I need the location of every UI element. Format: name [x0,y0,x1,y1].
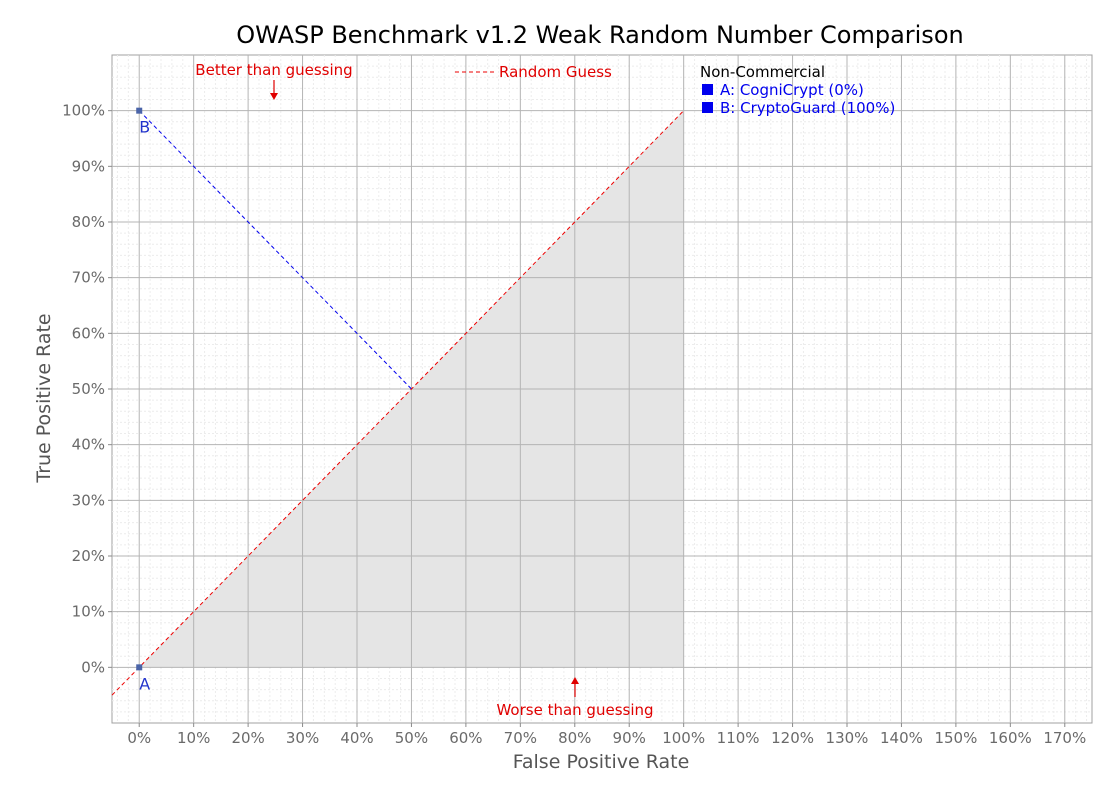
up-arrow-icon [571,677,579,697]
x-tick-label: 90% [613,729,646,747]
y-tick-label: 0% [81,658,105,676]
x-tick-label: 50% [395,729,428,747]
y-tick-label: 60% [72,324,105,342]
data-point-b [136,107,143,114]
data-point-a [136,664,143,671]
major-grid [112,55,1092,723]
down-arrow-icon [270,80,278,100]
x-tick-label: 150% [934,729,977,747]
y-tick-label: 20% [72,547,105,565]
x-tick-label: 70% [504,729,537,747]
x-tick-label: 20% [231,729,264,747]
worse-than-guessing-label: Worse than guessing [496,701,653,719]
x-tick-label: 160% [989,729,1032,747]
legend-swatch-b [702,102,713,113]
data-points: AB [136,107,150,693]
y-tick-label: 90% [72,157,105,175]
chart-title: OWASP Benchmark v1.2 Weak Random Number … [236,21,963,49]
x-tick-label: 140% [880,729,923,747]
point-label-a: A [139,674,150,693]
x-tick-label: 40% [340,729,373,747]
random-guess-label: Random Guess [499,63,612,81]
legend-entry-a: A: CogniCrypt (0%) [720,81,864,99]
legend-swatch-a [702,84,713,95]
x-axis-title: False Positive Rate [513,751,690,773]
x-tick-label: 60% [449,729,482,747]
y-tick-label: 100% [62,102,105,120]
point-label-b: B [139,118,150,137]
y-tick-label: 40% [72,436,105,454]
x-tick-label: 30% [286,729,319,747]
x-tick-label: 80% [558,729,591,747]
x-tick-label: 120% [771,729,814,747]
y-tick-label: 70% [72,269,105,287]
x-tick-label: 170% [1043,729,1086,747]
y-axis-title: True Positive Rate [33,313,55,483]
legend-group-title: Non-Commercial [700,63,825,81]
y-tick-label: 50% [72,380,105,398]
y-axis-ticks: 0% 10% 20% 30% 40% 50% 60% 70% 80% 90% 100% [62,102,112,676]
legend: Non-Commercial A: CogniCrypt (0%) B: Cry… [700,63,895,117]
y-tick-label: 10% [72,603,105,621]
random-guess-legend: Random Guess [455,63,612,81]
x-tick-label: 130% [826,729,869,747]
random-guess-line [111,110,685,696]
x-tick-label: 110% [717,729,760,747]
legend-entry-b: B: CryptoGuard (100%) [720,99,895,117]
x-tick-label: 10% [177,729,210,747]
x-tick-label: 100% [662,729,705,747]
y-tick-label: 30% [72,491,105,509]
y-tick-label: 80% [72,213,105,231]
worse-region-shade [139,110,684,668]
x-tick-label: 0% [127,729,151,747]
better-than-guessing-label: Better than guessing [195,61,352,79]
x-axis-ticks: 0% 10% 20% 30% 40% 50% 60% 70% 80% 90% 100% 110% 120… [127,723,1086,747]
projection-line [138,110,412,390]
